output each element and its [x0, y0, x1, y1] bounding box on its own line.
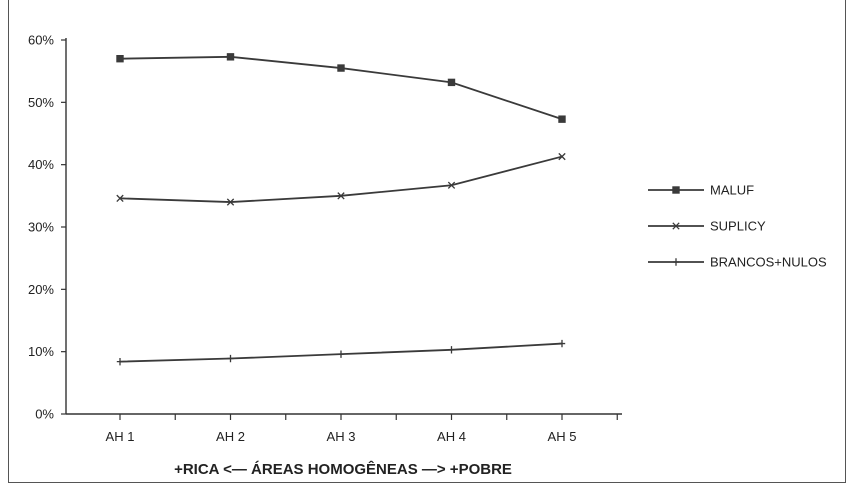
data-point-maluf [116, 55, 124, 63]
y-tick-label: 40% [28, 157, 54, 172]
series-brancos-nulos [116, 339, 566, 366]
legend-marker-brancos-nulos [672, 258, 680, 266]
x-tick-label: AH 3 [327, 429, 356, 444]
y-tick-label: 0% [35, 407, 54, 422]
x-axis-title: +RICA <— ÁREAS HOMOGÊNEAS —> +POBRE [174, 460, 512, 478]
data-point-maluf [447, 78, 456, 87]
series-layer [116, 53, 566, 366]
x-tick-label: AH 1 [106, 429, 135, 444]
x-tick-label: AH 2 [216, 429, 245, 444]
legend: MALUF SUPLICY BRANCOS+NULOS [648, 183, 827, 270]
legend-marker-maluf [672, 186, 680, 194]
data-point-suplicy [447, 181, 456, 189]
x-tick-label: AH 4 [437, 429, 466, 444]
legend-item-maluf: MALUF [648, 183, 754, 198]
data-point-suplicy [337, 192, 345, 200]
data-point-suplicy [226, 198, 235, 206]
data-point-brancos-nulos [448, 346, 455, 354]
series-suplicy [116, 152, 566, 206]
data-point-brancos-nulos [337, 350, 345, 358]
y-tick-label: 60% [28, 33, 54, 48]
y-tick-label: 20% [28, 282, 54, 297]
x-tick-label: AH 5 [548, 429, 577, 444]
data-point-maluf [226, 53, 235, 61]
legend-label-maluf: MALUF [710, 183, 754, 198]
data-point-suplicy [558, 152, 566, 161]
chart-frame [8, 0, 846, 483]
data-point-brancos-nulos [227, 354, 234, 363]
legend-marker-suplicy [672, 222, 680, 230]
legend-item-suplicy: SUPLICY [648, 219, 766, 234]
y-tick-label: 30% [28, 220, 54, 235]
data-point-suplicy [116, 194, 124, 202]
data-point-brancos-nulos [116, 357, 124, 366]
data-point-maluf [558, 115, 566, 123]
legend-label-suplicy: SUPLICY [710, 219, 766, 234]
axes: 0% 10% 20% 30% 40% 50% 60% AH 1 AH 2 AH 3 AH 4 AH 5 [28, 33, 622, 444]
data-point-maluf [337, 64, 345, 72]
y-tick-label: 10% [28, 344, 54, 359]
data-point-brancos-nulos [558, 339, 566, 348]
legend-item-brancos-nulos: BRANCOS+NULOS [648, 255, 827, 270]
y-tick-label: 50% [28, 95, 54, 110]
legend-label-brancos-nulos: BRANCOS+NULOS [710, 255, 827, 270]
series-maluf [116, 53, 566, 123]
